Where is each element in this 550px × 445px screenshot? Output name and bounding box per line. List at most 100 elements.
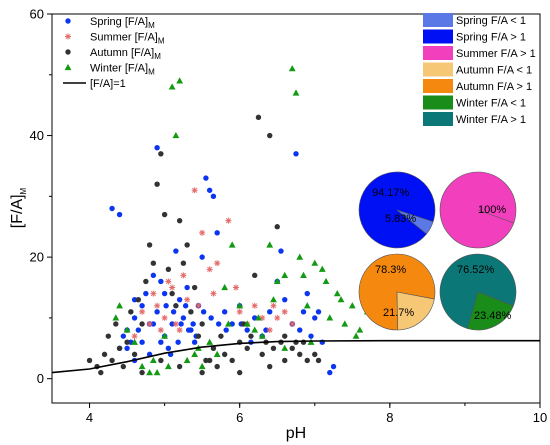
autumn-point (267, 132, 273, 139)
pie-legend-label-5: Winter F/A < 1 (456, 98, 526, 110)
pie-slice-label: 21.7% (383, 307, 414, 319)
y-tick-label-3: 60 (30, 7, 44, 22)
autumn-point (195, 333, 202, 339)
winter-point (281, 271, 289, 278)
spring-point (206, 187, 213, 193)
legend-label-autumn: Autumn [F/A]M (90, 47, 161, 61)
summer-point (266, 327, 273, 334)
autumn-point (146, 242, 153, 248)
autumn-point (267, 363, 273, 370)
winter-point (168, 83, 176, 90)
winter-point (311, 259, 319, 266)
pie-legend-swatch-0 (423, 13, 453, 27)
spring-point (158, 339, 164, 345)
summer-point (161, 314, 168, 321)
pie-slice-label: 76.52% (457, 264, 495, 276)
svg-text:[F/A]M: [F/A]M (9, 187, 28, 228)
summer-point (157, 327, 164, 334)
fit-line-group (51, 339, 540, 374)
spring-point (282, 296, 288, 303)
autumn-point (113, 321, 119, 327)
summer-point (139, 308, 146, 315)
spring-point (184, 284, 190, 291)
pie-slice-label: 23.48% (474, 310, 512, 322)
summer-point (274, 314, 281, 321)
winter-point (288, 65, 296, 72)
pie-legend-swatch-1 (423, 29, 453, 44)
spring-point (304, 290, 310, 297)
autumn-point (199, 321, 205, 327)
pie-autumn: 78.3% 21.7% (358, 253, 436, 331)
summer-point (210, 290, 217, 297)
pie-legend-label-0: Spring F/A < 1 (456, 15, 526, 27)
autumn-point (143, 278, 149, 285)
winter-point (273, 277, 281, 285)
spring-point (109, 205, 115, 212)
autumn-point (124, 339, 130, 345)
pie-legend-swatch-2 (423, 46, 453, 60)
spring-point (199, 254, 205, 260)
summer-point (232, 284, 239, 291)
summer-point (172, 320, 179, 327)
spring-point (124, 345, 130, 351)
pie-legend-swatch-6 (423, 112, 453, 126)
summer-point (195, 302, 202, 309)
summer-point (270, 302, 277, 309)
winter-point (206, 338, 214, 345)
spring-point (300, 309, 307, 315)
winter-point (164, 362, 172, 370)
winter-point (341, 320, 349, 327)
spring-point (308, 333, 314, 339)
plot-frame (51, 13, 541, 404)
autumn-point (270, 345, 277, 351)
legend-label-winter: Winter [F/A]M (90, 63, 155, 77)
spring-point (293, 151, 299, 157)
x-tick-label-1: 6 (236, 410, 243, 425)
autumn-point (274, 224, 280, 230)
legend-label-summer: Summer [F/A]M (90, 32, 165, 46)
autumn-point (173, 303, 179, 309)
pie-legend-swatch-4 (423, 79, 453, 93)
x-tick-label-3: 10 (533, 410, 547, 425)
spring-point (131, 296, 138, 303)
x-tick-label-0: 4 (86, 410, 93, 425)
pie-spring: 94.17% 5.83% (358, 171, 436, 249)
spring-point (278, 248, 284, 254)
winter-point (255, 314, 262, 321)
spring-point (315, 309, 322, 315)
summer-point (131, 333, 138, 340)
legend-label-fit: [F/A]=1 (90, 78, 126, 90)
spring-point (173, 248, 179, 254)
autumn-point (244, 345, 250, 351)
spring-point (297, 327, 303, 333)
winter-point (228, 241, 236, 248)
summer-point (281, 308, 288, 315)
winter-point (213, 350, 221, 357)
pie-slice (467, 291, 514, 331)
autumn-point (184, 242, 190, 248)
spring-point (163, 303, 169, 309)
spring-point (178, 321, 184, 327)
autumn-point (128, 309, 134, 315)
pie-slice-label: 100% (478, 204, 506, 216)
winter-point (337, 296, 345, 303)
autumn-point (131, 351, 138, 358)
winter-point (281, 344, 289, 351)
fit-line (51, 339, 540, 374)
autumn-point (135, 296, 142, 303)
winter-point (149, 356, 157, 364)
data-points (86, 65, 379, 376)
winter-point (303, 302, 311, 309)
winter-point (146, 369, 153, 376)
summer-point (236, 308, 243, 315)
summer-point (184, 296, 191, 303)
autumn-point (109, 357, 115, 364)
winter-point (266, 241, 274, 248)
spring-point (190, 321, 196, 327)
winter-point (326, 314, 334, 321)
spring-point (131, 315, 138, 321)
autumn-point (86, 357, 93, 364)
autumn-point (214, 363, 220, 370)
spring-point (139, 339, 145, 345)
